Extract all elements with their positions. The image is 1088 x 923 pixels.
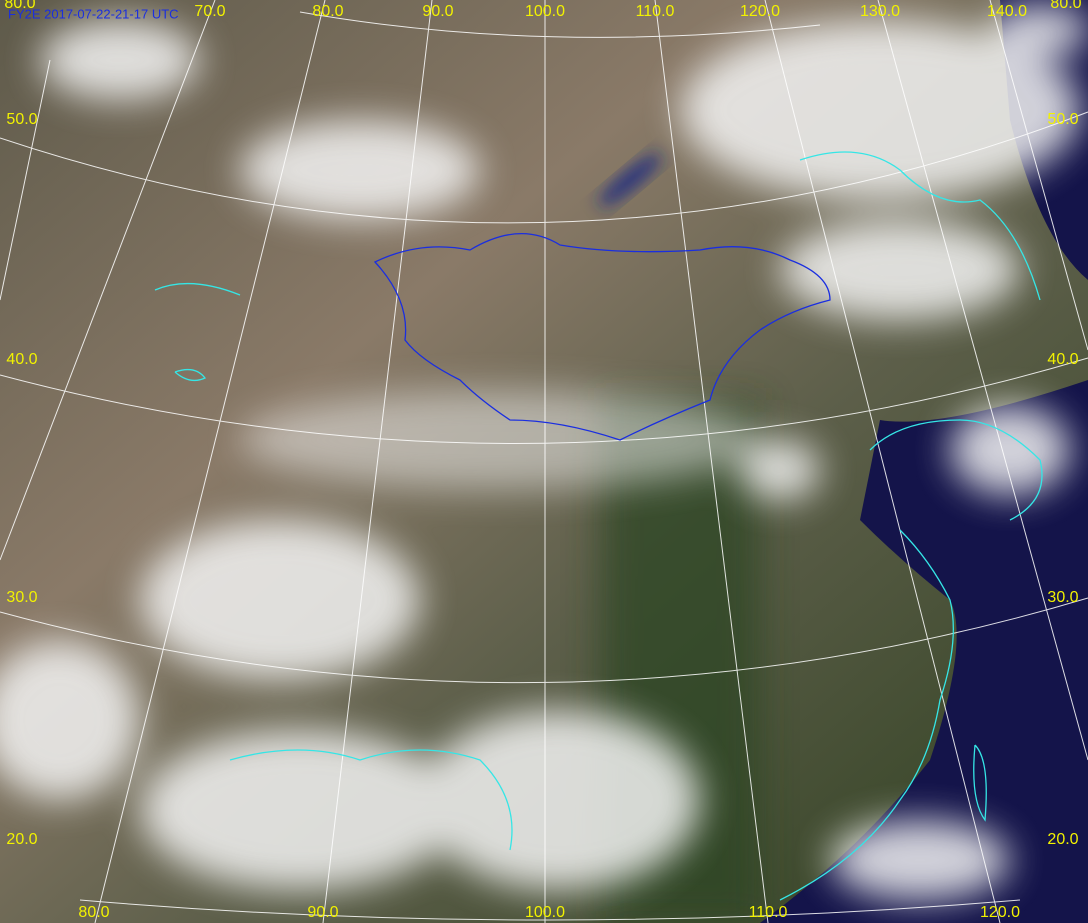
top-label: 90.0	[422, 3, 453, 20]
top-label: 140.0	[987, 3, 1027, 20]
left-label: 40.0	[6, 351, 37, 368]
mongolia-border	[373, 232, 831, 441]
bottom-label: 100.0	[525, 904, 565, 921]
bottom-label: 90.0	[307, 904, 338, 921]
right-label: 50.0	[1047, 111, 1078, 128]
right-label: 30.0	[1047, 589, 1078, 606]
top-label: 110.0	[636, 3, 675, 20]
top-label: 100.0	[525, 3, 565, 20]
bottom-label: 120.0	[980, 904, 1020, 921]
lake	[598, 153, 662, 207]
bottom-label: 80.0	[78, 904, 109, 921]
bottom-label: 110.0	[749, 904, 788, 921]
coastlines	[154, 151, 1043, 901]
left-label: 20.0	[6, 831, 37, 848]
header-title: FY2E 2017-07-22-21-17 UTC	[8, 6, 179, 21]
top-label: 70.0	[194, 3, 225, 20]
top-label: 120.0	[740, 3, 780, 20]
top-label: 80.0	[1050, 0, 1081, 12]
right-label: 20.0	[1047, 831, 1078, 848]
left-label: 30.0	[6, 589, 37, 606]
left-label: 50.0	[6, 111, 37, 128]
clouds	[0, 5, 1088, 900]
top-label: 80.0	[4, 0, 35, 12]
ocean	[760, 380, 1088, 923]
top-label: 80.0	[312, 3, 343, 20]
right-label: 40.0	[1047, 351, 1078, 368]
top-label: 130.0	[860, 3, 900, 20]
